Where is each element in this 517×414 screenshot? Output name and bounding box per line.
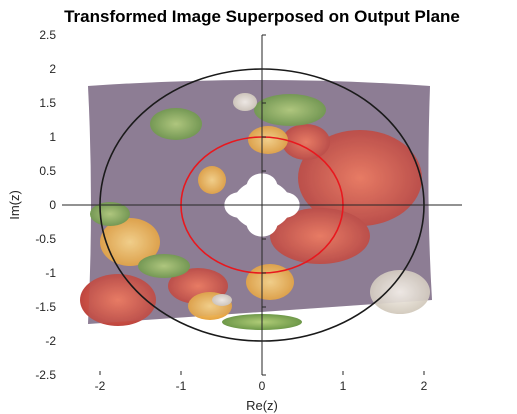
- green-pepper-blob: [150, 108, 202, 140]
- x-tick-label: 1: [340, 379, 347, 393]
- garlic-blob: [233, 93, 257, 111]
- x-tick-labels: -2 -1 0 1 2: [95, 371, 428, 393]
- red-pepper-blob: [270, 208, 370, 264]
- y-tick-label: 2: [49, 62, 56, 76]
- x-tick-label: -2: [95, 379, 106, 393]
- red-pepper-blob: [282, 124, 330, 160]
- y-tick-label: -1: [45, 266, 56, 280]
- y-tick-label: -2.5: [35, 368, 56, 382]
- y-tick-label: 1: [49, 130, 56, 144]
- y-tick-label: 1.5: [39, 96, 56, 110]
- y-tick-label: 0.5: [39, 164, 56, 178]
- image-texture: [80, 93, 430, 330]
- y-tick-label: 0: [49, 198, 56, 212]
- yellow-pepper-blob: [198, 166, 226, 194]
- garlic-blob: [370, 270, 430, 314]
- chart-title: Transformed Image Superposed on Output P…: [64, 7, 460, 26]
- green-pepper-blob: [254, 94, 326, 126]
- red-pepper-blob: [298, 130, 422, 226]
- green-pepper-blob: [138, 254, 190, 278]
- y-tick-label: 2.5: [39, 28, 56, 42]
- y-tick-label: -2: [45, 334, 56, 348]
- x-tick-label: 2: [421, 379, 428, 393]
- y-tick-labels: 2.5 2 1.5 1 0.5 0 -0.5 -1 -1.5 -2 -2.5: [35, 28, 266, 382]
- garlic-blob: [212, 294, 232, 306]
- yellow-pepper-blob: [100, 218, 160, 266]
- x-axis-label: Re(z): [246, 398, 278, 413]
- plot-area: [80, 68, 432, 342]
- y-axis-label: Im(z): [7, 190, 22, 220]
- red-pepper-blob: [80, 274, 156, 326]
- transformed-image: [80, 80, 432, 330]
- x-tick-label: 0: [259, 379, 266, 393]
- y-tick-label: -1.5: [35, 300, 56, 314]
- yellow-pepper-blob: [248, 126, 288, 154]
- y-tick-label: -0.5: [35, 232, 56, 246]
- x-tick-label: -1: [176, 379, 187, 393]
